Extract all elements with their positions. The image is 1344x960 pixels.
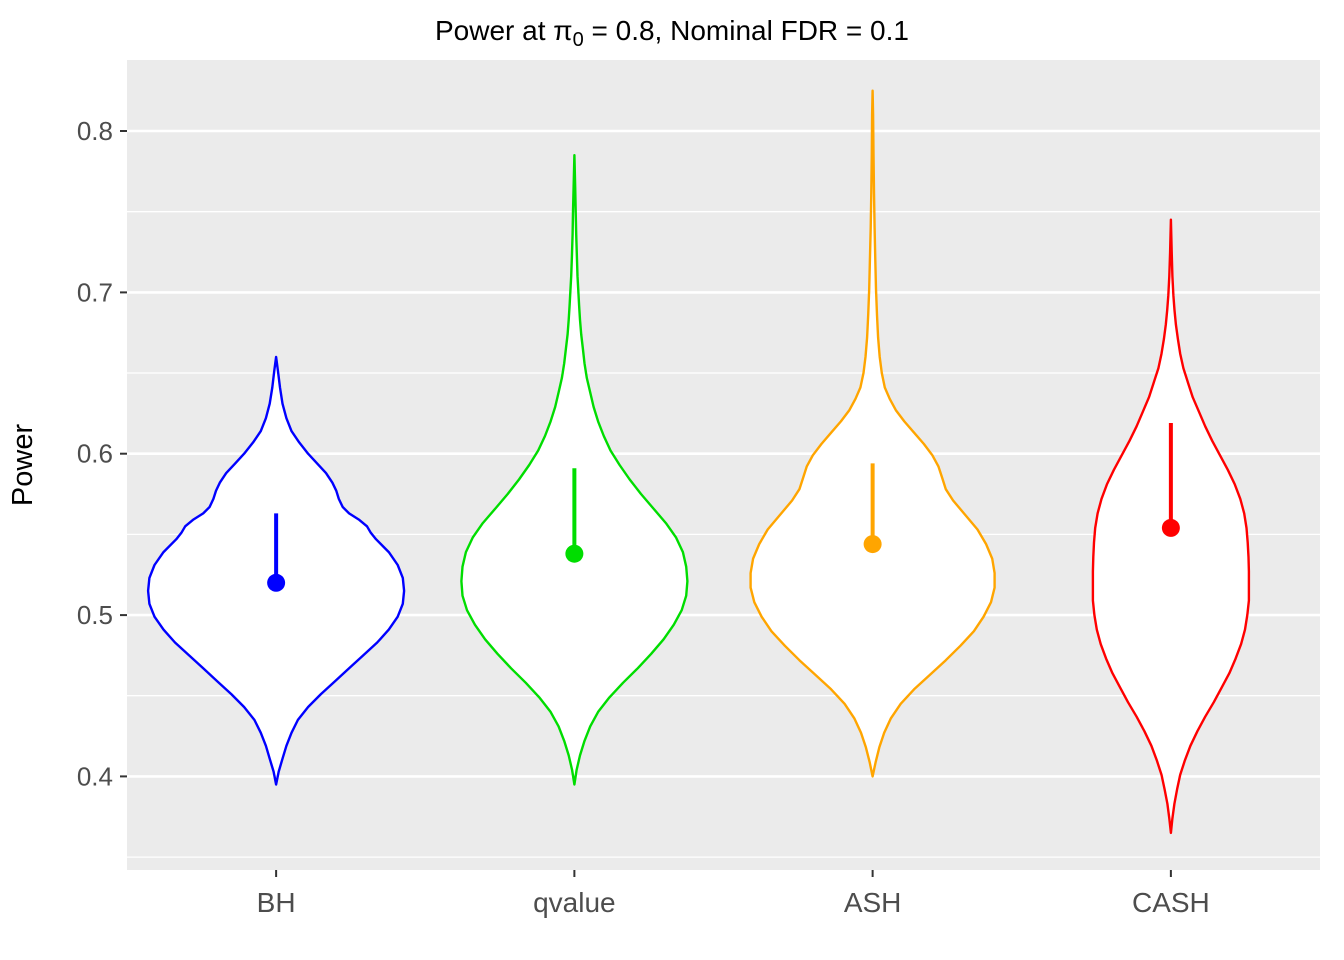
plot-title-subscript: 0 — [573, 29, 584, 51]
chart-layer: BH qvalue ASH CASH 0.4 0.5 0.6 0.7 0.8 — [77, 60, 1320, 918]
y-tick-label: 0.4 — [77, 761, 113, 791]
y-tick-label: 0.6 — [77, 439, 113, 469]
mean-point-bh — [267, 573, 286, 592]
y-tick-label: 0.7 — [77, 277, 113, 307]
mean-point-cash — [1161, 518, 1180, 537]
violin-ash — [749, 89, 996, 778]
y-tick-label: 0.5 — [77, 600, 113, 630]
plot-title: Power at π0 = 0.8, Nominal FDR = 0.1 — [435, 15, 909, 51]
plot-title-suffix: = 0.8, Nominal FDR = 0.1 — [584, 15, 909, 46]
x-tick-label-bh: BH — [257, 887, 296, 918]
y-axis-title: Power — [7, 424, 39, 507]
x-tick-label-qvalue: qvalue — [533, 887, 616, 918]
y-tick-label: 0.8 — [77, 116, 113, 146]
x-tick-label-cash: CASH — [1132, 887, 1210, 918]
plot-title-prefix: Power at π — [435, 15, 573, 46]
x-tick-label-ash: ASH — [844, 887, 902, 918]
mean-point-ash — [863, 535, 882, 554]
mean-point-qvalue — [565, 544, 584, 563]
